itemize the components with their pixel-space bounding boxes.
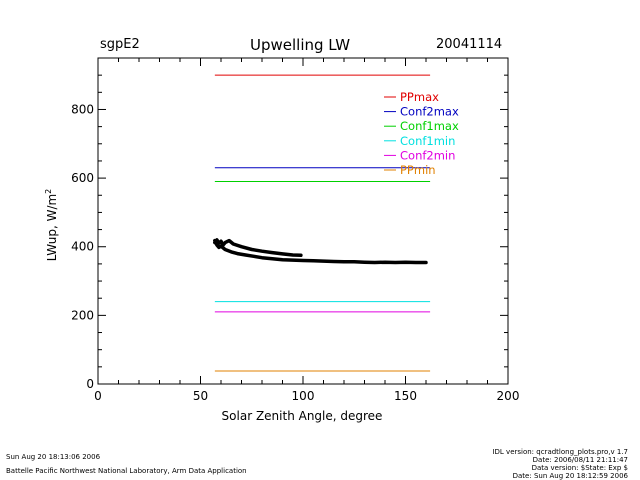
y-tick-label: 0 — [86, 377, 94, 391]
legend: PPmaxConf2maxConf1maxConf1minConf2minPPm… — [384, 90, 459, 177]
y-axis-label-text: LWup, W/m — [45, 194, 59, 261]
site-label: sgpE2 — [100, 37, 140, 52]
footer-date: Date: 2006/08/11 21:11:47 — [532, 456, 628, 464]
x-tick-label: 50 — [193, 389, 208, 403]
legend-label-ppmax: PPmax — [400, 90, 439, 104]
date-label: 20041114 — [436, 37, 503, 52]
legend-label-conf1max: Conf1max — [400, 119, 459, 133]
footer-idl-version: IDL version: qcradtlong_plots.pro,v 1.7 — [492, 448, 628, 456]
y-tick-label: 600 — [71, 171, 94, 185]
observed-curve-2 — [213, 238, 303, 258]
footer-lab: Battelle Pacific Northwest National Labo… — [6, 467, 247, 475]
footer-data-version: Data version: $State: Exp $ — [531, 464, 628, 472]
legend-label-ppmin: PPmin — [400, 163, 436, 177]
x-tick-label: 150 — [394, 389, 417, 403]
y-tick-label: 200 — [71, 308, 94, 322]
y-axis-label: LWup, W/m2 — [44, 189, 59, 262]
y-tick-label: 400 — [71, 240, 94, 254]
observed-curve-1 — [213, 238, 428, 265]
x-tick-label: 100 — [292, 389, 315, 403]
series-group — [213, 74, 431, 372]
legend-label-conf1min: Conf1min — [400, 134, 455, 148]
x-axis-label: Solar Zenith Angle, degree — [222, 409, 383, 423]
footer-timestamp: Sun Aug 20 18:13:06 2006 — [6, 453, 101, 461]
legend-label-conf2max: Conf2max — [400, 105, 459, 119]
footer-data-date: Date: Sun Aug 20 18:12:59 2006 — [512, 472, 628, 480]
y-axis-label-superscript: 2 — [44, 189, 53, 194]
x-tick-label: 0 — [94, 389, 102, 403]
legend-label-conf2min: Conf2min — [400, 148, 455, 162]
axes: 0 50 100 150 200 0 200 400 600 800 — [71, 57, 520, 403]
chart-title: Upwelling LW — [250, 36, 351, 54]
x-tick-label: 200 — [497, 389, 520, 403]
y-tick-label: 800 — [71, 102, 94, 116]
